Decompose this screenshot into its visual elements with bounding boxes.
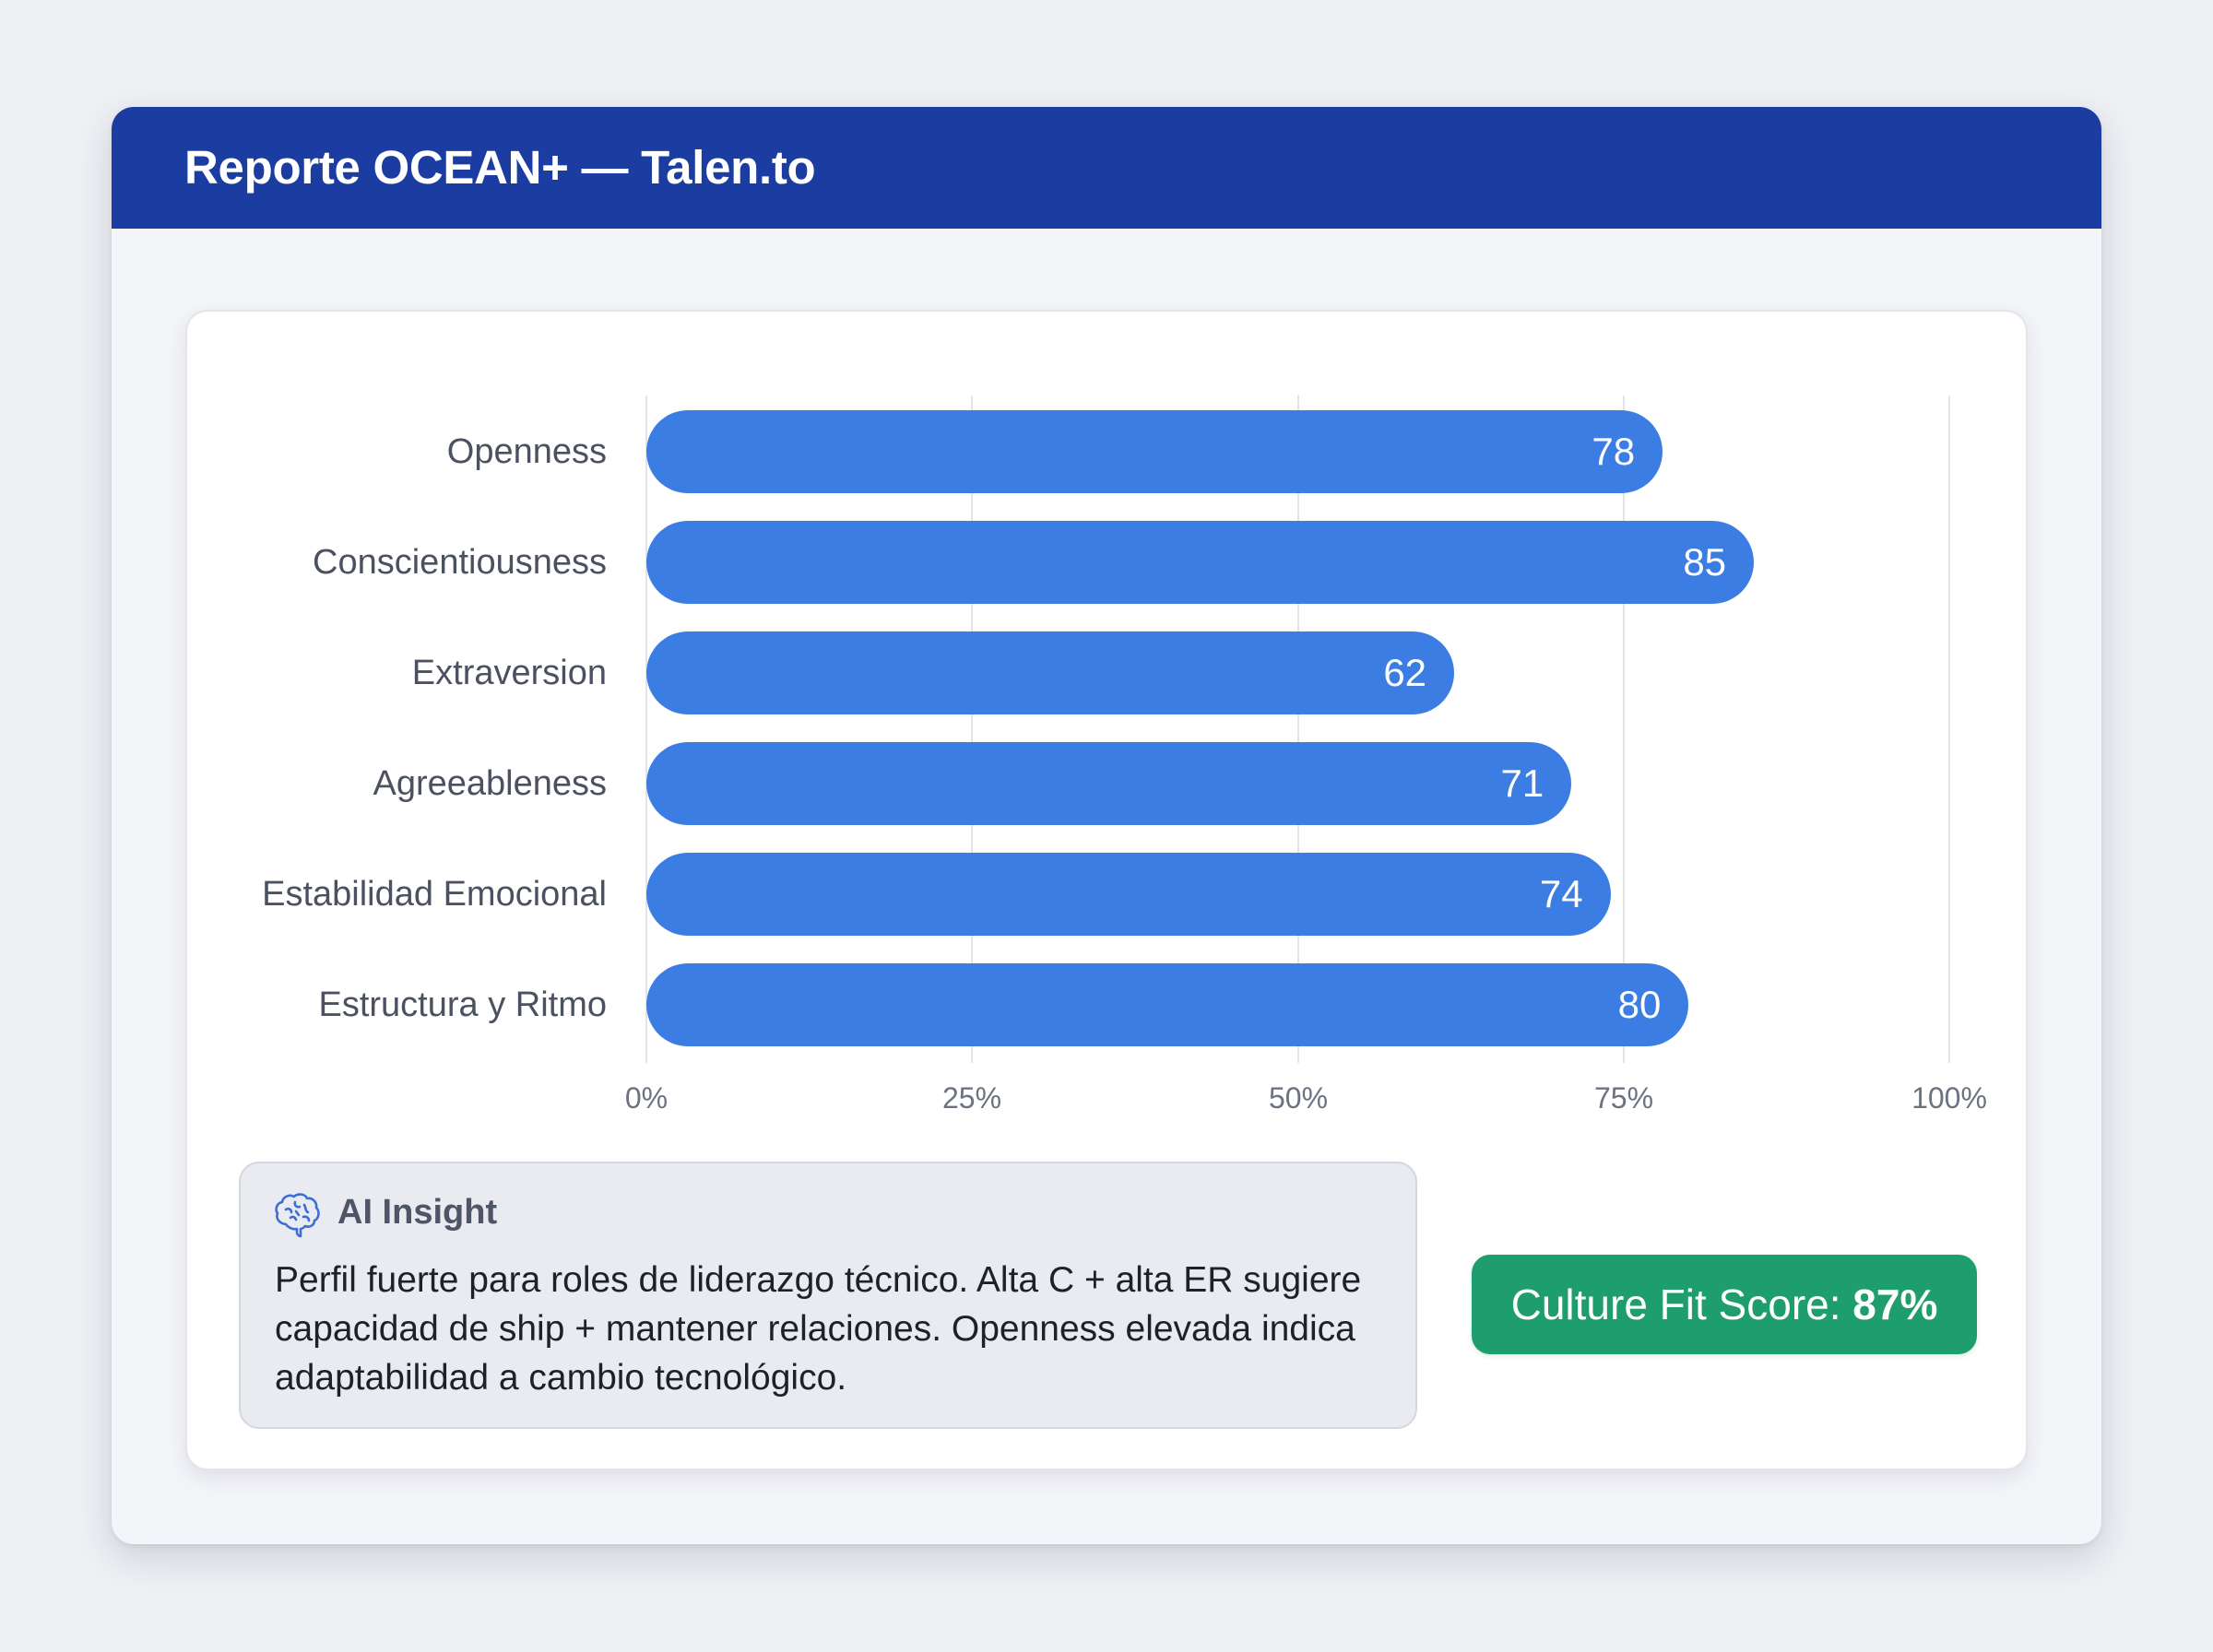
bar-label: Estabilidad Emocional bbox=[262, 875, 607, 914]
bar: 71 bbox=[646, 742, 1572, 825]
bar-row-estructura-y-ritmo: Estructura y Ritmo 80 bbox=[187, 963, 2026, 1046]
bar-label: Estructura y Ritmo bbox=[318, 985, 607, 1024]
x-tick: 25% bbox=[941, 1081, 1002, 1115]
x-tick: 100% bbox=[1911, 1081, 1987, 1115]
bar: 80 bbox=[646, 963, 1689, 1046]
bar: 62 bbox=[646, 631, 1455, 714]
bar-value: 85 bbox=[1683, 540, 1727, 584]
x-tick: 75% bbox=[1593, 1081, 1654, 1115]
bar-label: Agreeableness bbox=[373, 764, 607, 803]
insight-text: Perfil fuerte para roles de liderazgo té… bbox=[275, 1260, 1362, 1398]
chart-panel: 0% 25% 50% 75% 100% Openness 78 Conscien… bbox=[185, 310, 2028, 1470]
gridline-75 bbox=[1623, 395, 1625, 1063]
culture-fit-value: 87% bbox=[1852, 1280, 1938, 1328]
bar-row-extraversion: Extraversion 62 bbox=[187, 631, 2026, 714]
bar: 78 bbox=[646, 410, 1663, 493]
bar-row-estabilidad-emocional: Estabilidad Emocional 74 bbox=[187, 853, 2026, 936]
bar-label: Extraversion bbox=[411, 654, 607, 692]
x-tick: 0% bbox=[624, 1081, 669, 1115]
bar: 85 bbox=[646, 521, 1755, 604]
bar-value: 62 bbox=[1383, 651, 1427, 694]
bar-value: 78 bbox=[1592, 430, 1636, 473]
gridline-0 bbox=[645, 395, 647, 1063]
culture-fit-label: Culture Fit Score: bbox=[1510, 1280, 1853, 1328]
bar-label: Openness bbox=[446, 432, 607, 471]
bar: 74 bbox=[646, 853, 1611, 936]
bar-row-conscientiousness: Conscientiousness 85 bbox=[187, 521, 2026, 604]
gridline-25 bbox=[971, 395, 973, 1063]
ocean-bar-chart: 0% 25% 50% 75% 100% Openness 78 Conscien… bbox=[187, 312, 2026, 1141]
bar-value: 80 bbox=[1617, 983, 1662, 1026]
bar-value: 71 bbox=[1500, 761, 1544, 805]
report-header: Reporte OCEAN+ — Talen.to bbox=[112, 107, 2101, 229]
bar-value: 74 bbox=[1539, 872, 1583, 915]
bar-row-agreeableness: Agreeableness 71 bbox=[187, 742, 2026, 825]
gridline-50 bbox=[1297, 395, 1299, 1063]
bar-row-openness: Openness 78 bbox=[187, 410, 2026, 493]
bar-label: Conscientiousness bbox=[313, 543, 607, 582]
ai-insight-box: AI Insight Perfil fuerte para roles de l… bbox=[239, 1162, 1417, 1429]
brain-icon bbox=[275, 1193, 320, 1238]
report-card: Reporte OCEAN+ — Talen.to 0% 25% 50% 75%… bbox=[112, 107, 2101, 1544]
page-title: Reporte OCEAN+ — Talen.to bbox=[184, 141, 816, 194]
insight-title: AI Insight bbox=[337, 1193, 498, 1232]
x-tick: 50% bbox=[1268, 1081, 1329, 1115]
culture-fit-badge: Culture Fit Score: 87% bbox=[1472, 1255, 1977, 1354]
gridline-100 bbox=[1948, 395, 1950, 1063]
